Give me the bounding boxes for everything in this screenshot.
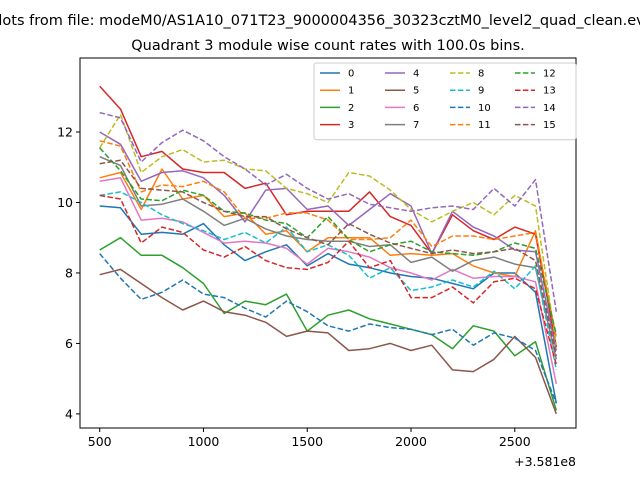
- x-tick-label: 1000: [188, 434, 220, 449]
- series-line-4: [99, 131, 558, 351]
- y-tick-label: 12: [57, 125, 73, 140]
- legend-label-6: 6: [413, 103, 419, 114]
- x-tick-label: 1500: [291, 434, 323, 449]
- axes-title: Quadrant 3 module wise count rates with …: [131, 38, 525, 54]
- y-tick-label: 8: [65, 265, 73, 280]
- series-line-0: [99, 205, 558, 404]
- x-axis: 500 1000 1500 2000 2500: [88, 428, 531, 449]
- legend-label-4: 4: [413, 69, 419, 80]
- axes-frame: [79, 57, 577, 429]
- legend-label-5: 5: [413, 86, 419, 97]
- legend-label-11: 11: [478, 120, 491, 131]
- figure-suptitle: Plots from file: modeM0/AS1A10_071T23_90…: [0, 13, 640, 29]
- x-tick-label: 2500: [499, 434, 531, 449]
- legend-label-10: 10: [478, 103, 491, 114]
- series-line-15: [99, 159, 558, 356]
- legend-label-8: 8: [478, 69, 484, 80]
- x-axis-offset-text: +3.581e8: [514, 454, 576, 469]
- legend-label-12: 12: [543, 69, 556, 80]
- y-tick-label: 10: [57, 195, 73, 210]
- legend-label-3: 3: [348, 120, 354, 131]
- legend-frame: [313, 62, 577, 141]
- x-tick-label: 2000: [395, 434, 427, 449]
- legend-label-13: 13: [543, 86, 556, 97]
- legend-label-7: 7: [413, 120, 419, 131]
- y-tick-label: 4: [65, 406, 73, 421]
- series-lines: [99, 85, 558, 415]
- series-line-2: [99, 236, 558, 411]
- series-line-12: [99, 147, 558, 335]
- y-tick-label: 6: [65, 336, 73, 351]
- legend-label-9: 9: [478, 86, 484, 97]
- series-line-11: [99, 140, 558, 339]
- series-line-1: [99, 168, 558, 348]
- series-line-7: [99, 156, 558, 360]
- series-line-10: [99, 253, 557, 404]
- legend-label-2: 2: [348, 103, 354, 114]
- series-line-14: [99, 111, 558, 312]
- legend-label-14: 14: [543, 103, 556, 114]
- legend-label-1: 1: [348, 86, 354, 97]
- legend-label-15: 15: [543, 120, 556, 131]
- x-tick-label: 500: [88, 434, 112, 449]
- y-axis: 4 6 8 10 12: [57, 125, 80, 421]
- series-line-13: [99, 194, 558, 365]
- series-line-5: [99, 268, 558, 415]
- series-line-8: [99, 113, 558, 346]
- series-line-3: [99, 85, 558, 348]
- legend-label-0: 0: [348, 69, 354, 80]
